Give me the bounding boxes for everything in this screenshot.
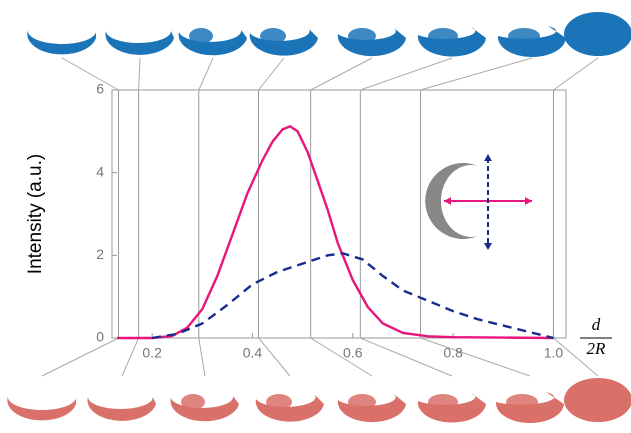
y-tick-label: 4 (96, 163, 104, 179)
top-shape-body (564, 12, 631, 56)
bottom-shape (338, 394, 406, 422)
top-shape (250, 28, 318, 56)
bottom-shape (171, 394, 239, 421)
top-shape-body (179, 30, 247, 55)
bottom-shape-body (7, 396, 76, 420)
connector (122, 338, 139, 376)
top-shape (498, 26, 566, 57)
x-axis-label-denominator: 2R (587, 339, 607, 358)
connector (199, 58, 213, 90)
bottom-shape-body (87, 397, 156, 421)
series-line (152, 253, 553, 338)
connector (553, 58, 598, 90)
bottom-shape (418, 393, 486, 423)
top-shape-lobe (428, 28, 458, 44)
top-shape (27, 30, 96, 54)
bottom-shape (564, 378, 631, 422)
bottom-shape-body (564, 378, 631, 422)
top-shape (179, 28, 247, 55)
top-shape-body (27, 30, 96, 54)
bottom-shape-lobe (266, 394, 292, 410)
top-shape (105, 31, 174, 55)
connector (42, 338, 119, 376)
connector (258, 58, 284, 90)
top-shape-lobe (508, 28, 540, 44)
top-shape-lobe (348, 28, 376, 44)
chart: Intensity (a.u.) d 2R 0 2 4 6 0.2 0.4 0.6 0.8 1.… (0, 0, 631, 428)
connector (421, 338, 530, 376)
connector (62, 58, 119, 90)
y-axis-label: Intensity (a.u.) (25, 154, 46, 274)
connector (258, 338, 290, 376)
connector (311, 58, 372, 90)
x-axis-label-numerator: d (592, 315, 601, 334)
bottom-shape (256, 394, 324, 422)
y-tick-label: 6 (96, 81, 104, 97)
connector (311, 338, 372, 376)
y-tick-label: 0 (96, 329, 104, 345)
top-shape-lobe (260, 28, 286, 44)
bottom-shape (87, 397, 156, 421)
top-shape (564, 12, 631, 56)
bottom-shape (7, 396, 76, 420)
inset (425, 154, 532, 250)
x-tick-label: 0.2 (142, 345, 162, 361)
bottom-shape (496, 392, 564, 423)
x-tick-label: 0.4 (243, 345, 263, 361)
bottom-shape-lobe (181, 394, 205, 410)
top-shape (338, 28, 406, 56)
connector (139, 58, 140, 90)
bottom-shape-lobe (348, 394, 376, 410)
x-tick-label: 0.8 (443, 345, 463, 361)
bottom-shape-lobe (506, 394, 538, 410)
top-shape (418, 27, 486, 57)
x-tick-label: 0.6 (343, 345, 363, 361)
connector (199, 338, 205, 376)
bottom-shape-body (171, 396, 239, 421)
top-shape-lobe (189, 28, 213, 44)
top-shape-body (105, 31, 174, 55)
y-tick-label: 2 (96, 246, 104, 262)
plot-frame (112, 90, 566, 338)
bottom-shape-lobe (428, 394, 458, 410)
x-tick-label: 1.0 (544, 345, 564, 361)
